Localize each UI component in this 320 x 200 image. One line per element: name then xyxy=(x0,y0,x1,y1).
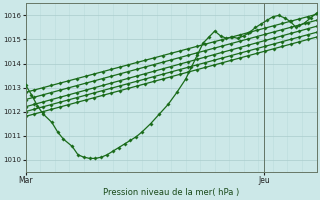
X-axis label: Pression niveau de la mer( hPa ): Pression niveau de la mer( hPa ) xyxy=(103,188,239,197)
